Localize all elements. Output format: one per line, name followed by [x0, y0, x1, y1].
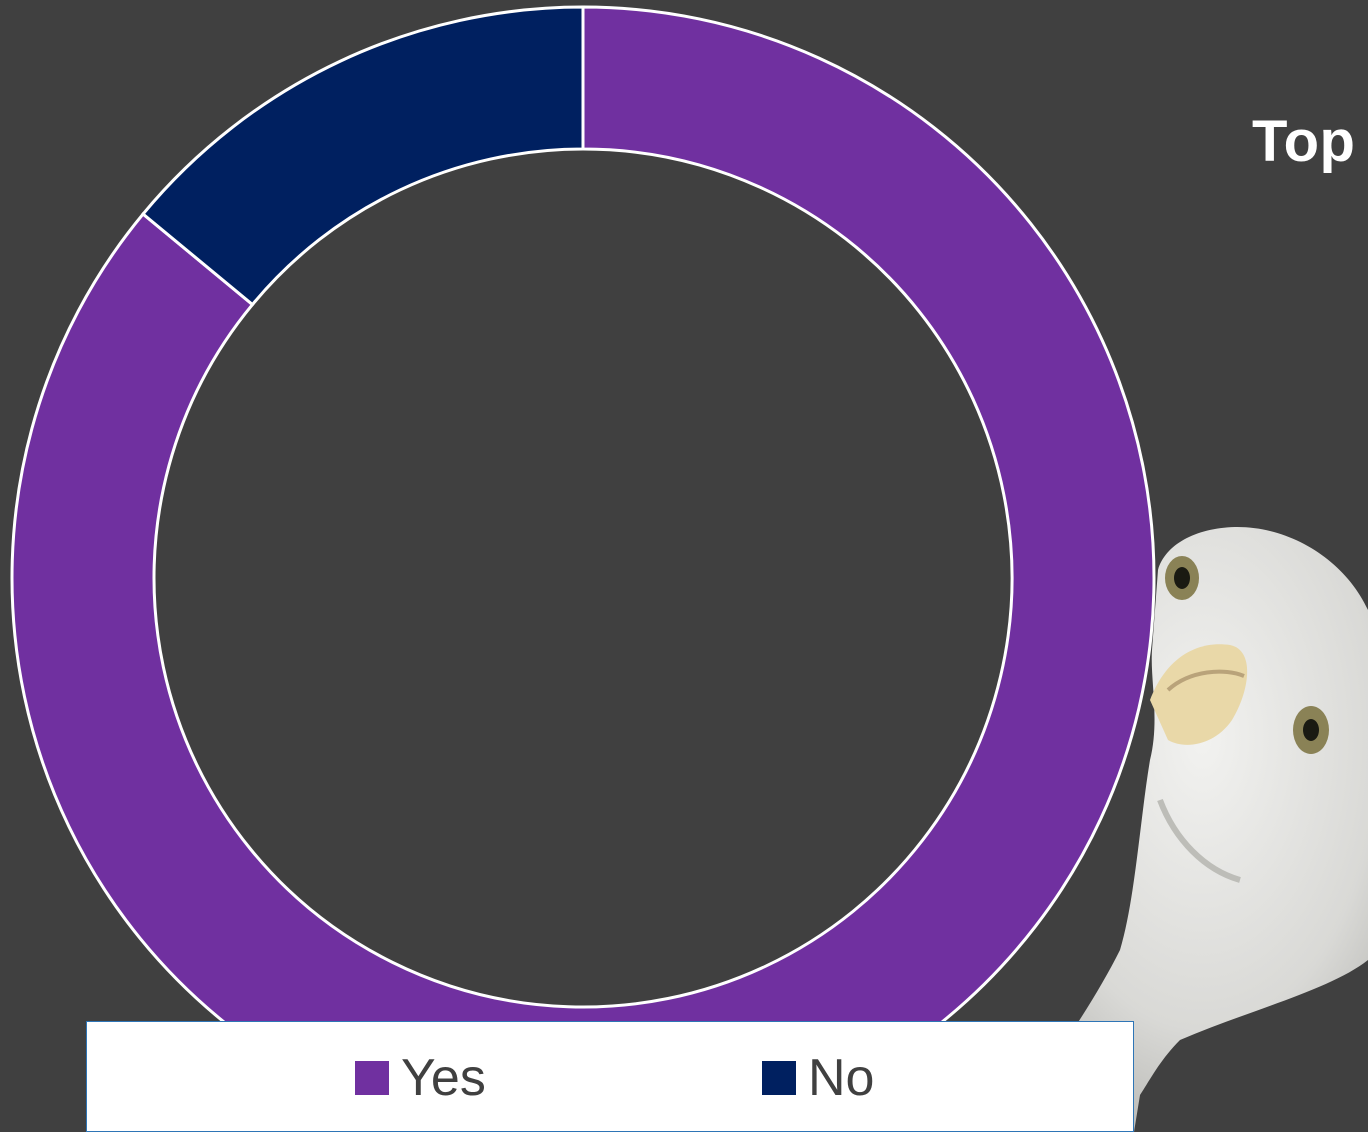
legend-label-no: No [808, 1049, 875, 1107]
slice-no [140, 5, 585, 307]
legend-swatch-no [762, 1061, 796, 1095]
legend-swatch-yes [355, 1061, 389, 1095]
legend-item-yes: Yes [355, 1048, 486, 1108]
slice-yes [10, 5, 1156, 1132]
legend-item-no: No [762, 1048, 874, 1108]
chart-legend: Yes No [86, 1021, 1134, 1132]
slide-title: Top [1252, 109, 1356, 174]
legend-label-yes: Yes [401, 1049, 486, 1107]
